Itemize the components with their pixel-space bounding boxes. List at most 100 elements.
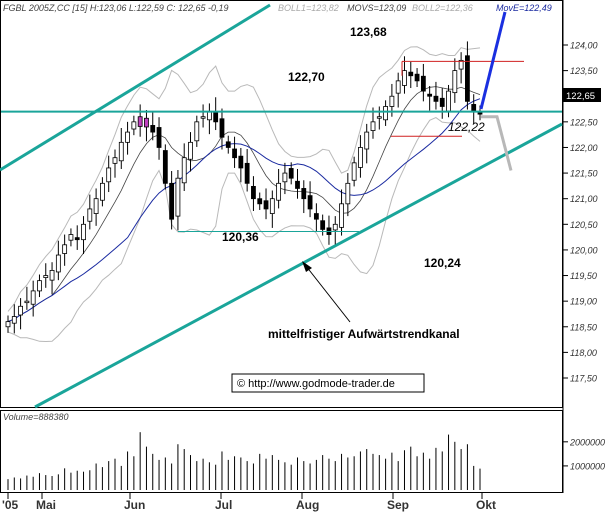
candle-body bbox=[24, 300, 30, 304]
candle-body bbox=[100, 182, 105, 201]
last-price-text: 122,65 bbox=[566, 91, 595, 102]
label-123-68: 123,68 bbox=[350, 25, 387, 39]
candle-body bbox=[206, 111, 212, 121]
x-axis-ticks: '05 Mai Jun Jul Aug Sep Okt bbox=[2, 493, 496, 512]
candle-body bbox=[339, 203, 344, 228]
candle-body bbox=[244, 162, 250, 184]
candle-body bbox=[194, 121, 200, 142]
candle-body bbox=[225, 141, 231, 148]
candle-body bbox=[288, 168, 294, 179]
volume-tick-label: 2000000 bbox=[569, 437, 605, 447]
candle-body bbox=[307, 195, 313, 210]
candle-body bbox=[269, 198, 275, 214]
header-boll1: BOLL1=123,82 bbox=[278, 3, 339, 13]
candle-body bbox=[420, 75, 426, 92]
x-tick-label: '05 bbox=[2, 498, 19, 512]
candles bbox=[5, 41, 483, 334]
y-tick-label: 117,50 bbox=[570, 374, 597, 384]
y-tick-label: 121,00 bbox=[570, 194, 598, 204]
candle-body bbox=[93, 198, 99, 214]
candle-body bbox=[68, 234, 74, 241]
candle-body bbox=[301, 188, 307, 200]
candle-body bbox=[364, 131, 370, 150]
candle-body bbox=[439, 97, 445, 107]
candle-body bbox=[408, 71, 414, 77]
candle-body bbox=[383, 106, 389, 121]
y-tick-label: 122,50 bbox=[570, 117, 598, 127]
long-moving-average bbox=[7, 98, 481, 323]
y-tick-label: 118,50 bbox=[570, 322, 597, 332]
candle-body bbox=[213, 111, 219, 123]
y-tick-label: 119,00 bbox=[570, 297, 597, 307]
candle-body bbox=[74, 237, 80, 241]
candle-body bbox=[313, 213, 319, 220]
y-tick-label: 118,00 bbox=[570, 348, 597, 358]
candle-body bbox=[351, 162, 357, 181]
x-tick-label: Aug bbox=[296, 498, 319, 512]
candle-body bbox=[11, 316, 17, 324]
candle-body bbox=[219, 118, 225, 138]
candle-body bbox=[458, 59, 464, 70]
candle-body bbox=[395, 80, 401, 94]
candle-body bbox=[188, 141, 193, 160]
candle-body bbox=[200, 116, 206, 119]
candle-body bbox=[427, 93, 433, 97]
candle-body bbox=[232, 148, 237, 159]
projection-down bbox=[481, 115, 513, 171]
candle-body bbox=[389, 95, 395, 107]
candle-body bbox=[62, 244, 68, 254]
x-tick-label: Okt bbox=[476, 498, 496, 512]
volume-bars bbox=[7, 432, 481, 490]
candle-body bbox=[118, 141, 124, 162]
candle-body bbox=[251, 185, 256, 200]
candle-body bbox=[257, 198, 263, 205]
channel-arrow-head bbox=[302, 261, 312, 272]
copyright-text: © http://www.godmode-trader.de bbox=[237, 378, 395, 390]
candle-body bbox=[150, 125, 156, 133]
candle-body bbox=[156, 127, 162, 148]
channel-arrow-line bbox=[305, 265, 351, 323]
channel-label: mittelfristiger Aufwärtstrendkanal bbox=[268, 327, 460, 341]
candle-body bbox=[162, 150, 168, 184]
last-price-box bbox=[563, 88, 601, 102]
candle-body bbox=[471, 104, 477, 112]
candle-body bbox=[55, 254, 61, 273]
candle-body bbox=[452, 70, 458, 94]
bollinger-bands bbox=[7, 46, 481, 343]
header-move: MovE=122,49 bbox=[496, 3, 552, 13]
y-axis-ticks: 124,00123,50123,00122,50122,00121,50121,… bbox=[563, 41, 605, 471]
candle-body bbox=[358, 147, 363, 168]
candle-body bbox=[295, 180, 300, 189]
candle-body bbox=[263, 200, 269, 210]
y-tick-label: 119,50 bbox=[570, 271, 597, 281]
candle-body bbox=[169, 182, 175, 220]
short-moving-average bbox=[7, 86, 481, 322]
y-tick-label: 123,50 bbox=[570, 66, 598, 76]
candle-body bbox=[106, 167, 112, 183]
volume-label: Volume=888380 bbox=[3, 412, 68, 422]
candle-body bbox=[30, 290, 36, 305]
candle-body bbox=[175, 177, 181, 217]
candle-body bbox=[345, 182, 351, 205]
volume-panel-frame bbox=[0, 410, 563, 493]
y-tick-label: 124,00 bbox=[570, 41, 598, 51]
candle-body bbox=[5, 321, 11, 328]
candle-body bbox=[446, 90, 451, 112]
x-tick-label: Sep bbox=[387, 498, 409, 512]
label-120-24: 120,24 bbox=[424, 256, 461, 270]
y-tick-label: 121,50 bbox=[570, 169, 598, 179]
copyright-box bbox=[231, 373, 425, 393]
candle-body bbox=[43, 275, 49, 278]
x-tick-label: Mai bbox=[36, 498, 56, 512]
candle-body bbox=[131, 121, 137, 130]
candle-body bbox=[144, 117, 149, 128]
candle-body bbox=[332, 223, 338, 231]
channel-upper-line bbox=[0, 3, 271, 172]
candle-body bbox=[81, 223, 86, 241]
moving-averages bbox=[7, 86, 481, 323]
bollinger-lower bbox=[7, 117, 481, 343]
y-tick-label: 120,50 bbox=[570, 220, 598, 230]
y-tick-label: 122,00 bbox=[570, 143, 598, 153]
